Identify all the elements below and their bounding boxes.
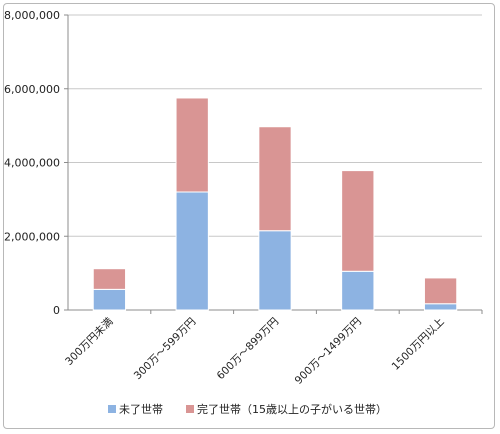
bar-segment-pending xyxy=(175,191,209,311)
legend-swatch-pending xyxy=(108,405,116,413)
bar-segment-completed xyxy=(341,170,375,272)
y-tick-label: 4,000,000 xyxy=(4,157,60,170)
x-tick-label: 300万円未満 xyxy=(63,315,116,368)
bar-segment-completed xyxy=(92,268,127,290)
x-tick-label: 1500万円以上 xyxy=(390,316,447,373)
legend-swatch-completed xyxy=(186,405,194,413)
y-tick-label: 0 xyxy=(53,304,60,317)
bar-segment-pending xyxy=(258,230,292,311)
legend-label-completed: 完了世帯（15歳以上の子がいる世帯） xyxy=(197,402,387,416)
bar-segment-pending xyxy=(92,288,127,311)
bar-segment-completed xyxy=(423,277,458,305)
y-tick-label: 2,000,000 xyxy=(4,230,60,243)
bar-segment-pending xyxy=(423,303,458,311)
chart-frame xyxy=(3,3,495,429)
legend-label-pending: 未了世帯 xyxy=(119,403,163,416)
bar-segment-completed xyxy=(258,126,292,232)
bar-segment-completed xyxy=(175,97,209,193)
x-tick-label: 900万～1499万円 xyxy=(293,316,364,387)
y-tick-label: 6,000,000 xyxy=(4,83,60,96)
bar-segment-pending xyxy=(341,270,375,311)
x-tick-label: 600万～899万円 xyxy=(215,316,282,383)
x-tick-label: 300万～599万円 xyxy=(132,316,199,383)
y-tick-label: 8,000,000 xyxy=(4,9,60,22)
